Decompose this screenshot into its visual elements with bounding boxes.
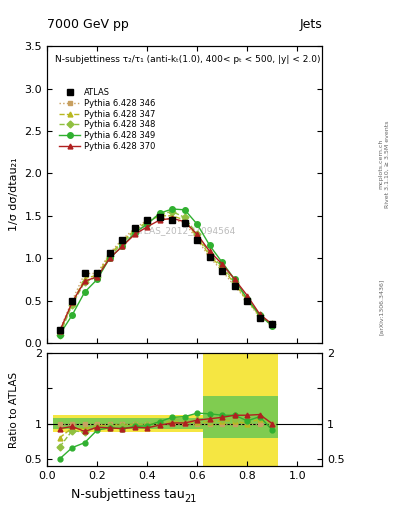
Text: N-subjettiness τ₂/τ₁ (anti-kₜ(1.0), 400< pₜ < 500, |y| < 2.0): N-subjettiness τ₂/τ₁ (anti-kₜ(1.0), 400<… [55, 55, 321, 64]
Text: ATLAS_2012_I1094564: ATLAS_2012_I1094564 [134, 226, 236, 234]
Text: Rivet 3.1.10, ≥ 3.5M events: Rivet 3.1.10, ≥ 3.5M events [385, 120, 389, 207]
Text: 21: 21 [185, 494, 197, 504]
Text: 7000 GeV pp: 7000 GeV pp [47, 18, 129, 31]
Text: Jets: Jets [299, 18, 322, 31]
Text: mcplots.cern.ch: mcplots.cern.ch [379, 139, 384, 189]
Y-axis label: 1/σ dσ/dtau₂₁: 1/σ dσ/dtau₂₁ [9, 158, 19, 231]
Legend: ATLAS, Pythia 6.428 346, Pythia 6.428 347, Pythia 6.428 348, Pythia 6.428 349, P: ATLAS, Pythia 6.428 346, Pythia 6.428 34… [57, 86, 158, 153]
Y-axis label: Ratio to ATLAS: Ratio to ATLAS [9, 372, 19, 447]
Text: N-subjettiness tau: N-subjettiness tau [71, 488, 185, 501]
Text: [arXiv:1306.3436]: [arXiv:1306.3436] [379, 279, 384, 335]
